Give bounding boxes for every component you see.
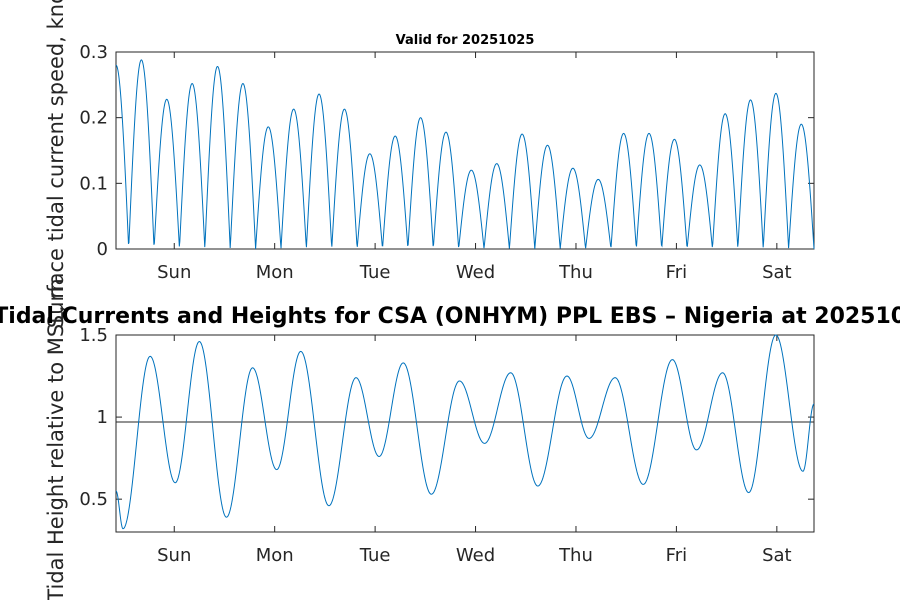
tidal-height-axes — [115, 334, 815, 533]
x-tick-label-sun: Sun — [157, 262, 191, 283]
x-tick-label-fri: Fri — [666, 545, 687, 566]
tidal-height-panel: 0.5 1 1.5 Sun Mon Tue Wed Thu Fri Sat Tidal Heig… — [44, 278, 815, 600]
current-speed-panel: Valid for 20251025 0 0.1 0.2 0.3 Sun Mon Tue W… — [44, 0, 815, 328]
y-tick-label: 1 — [97, 407, 108, 428]
x-tick-label-sun: Sun — [157, 545, 191, 566]
x-tick-label-fri: Fri — [666, 262, 687, 283]
y-tick-label: 0.1 — [79, 173, 108, 194]
current-speed-series — [115, 59, 815, 250]
tidal-height-series — [115, 334, 815, 530]
y-tick-label: 0 — [97, 239, 108, 260]
x-tick-label-wed: Wed — [456, 262, 495, 283]
current-speed-ylabel: Surface tidal current speed, knots — [44, 0, 68, 328]
x-tick-label-sat: Sat — [762, 262, 792, 283]
x-tick-label-thu: Thu — [558, 545, 593, 566]
y-tick-label: 0.2 — [79, 108, 108, 129]
y-tick-label: 1.5 — [79, 325, 108, 346]
x-tick-label-thu: Thu — [558, 262, 593, 283]
x-tick-label-wed: Wed — [456, 545, 495, 566]
x-tick-label-tue: Tue — [359, 262, 391, 283]
current-speed-title: Valid for 20251025 — [396, 33, 535, 48]
tidal-height-ylabel: Tidal Height relative to MSL, m — [44, 278, 68, 600]
y-tick-label: 0.3 — [79, 42, 108, 63]
x-tick-label-sat: Sat — [762, 545, 792, 566]
x-tick-label-mon: Mon — [256, 262, 294, 283]
x-tick-label-mon: Mon — [256, 545, 294, 566]
x-tick-label-tue: Tue — [359, 545, 391, 566]
figure-title: Tidal Currents and Heights for CSA (ONHY… — [0, 304, 900, 329]
y-tick-label: 0.5 — [79, 489, 108, 510]
